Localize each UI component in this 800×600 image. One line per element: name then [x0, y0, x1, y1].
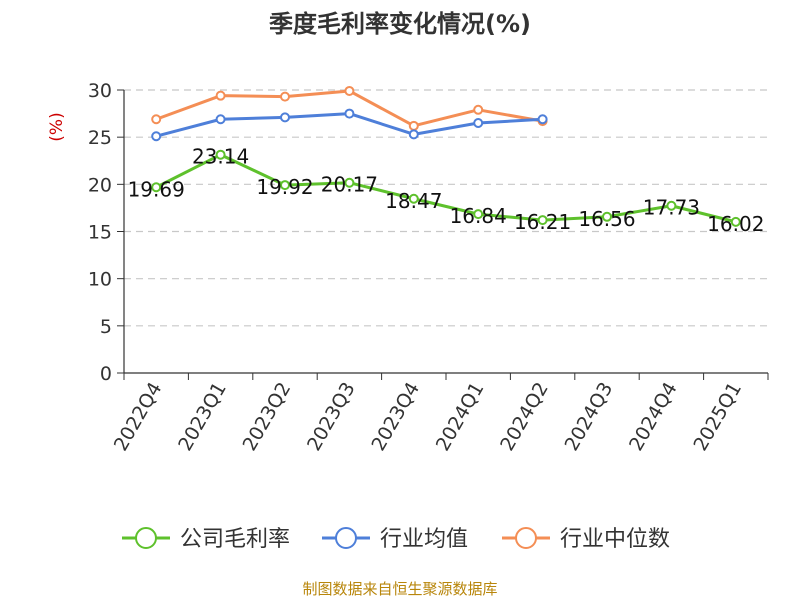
data-label: 16.21 [514, 210, 571, 234]
x-tick-label: 2023Q4 [367, 379, 424, 455]
data-point [408, 120, 419, 131]
data-point [344, 85, 355, 96]
x-tick-label: 2024Q3 [561, 379, 618, 455]
axes: 0 5 10 15 20 25 30 2022Q4 2023Q1 2023Q2 2023Q3 2023… [88, 80, 769, 455]
y-tick-label: 30 [88, 80, 112, 102]
y-axis-title: (%) [47, 112, 67, 141]
source-note: 制图数据来自恒生聚源数据库 [302, 580, 498, 598]
data-point [344, 108, 355, 119]
data-label: 19.92 [256, 175, 313, 199]
data-point [280, 112, 290, 123]
data-point [151, 131, 162, 142]
x-tick-label: 2023Q1 [174, 379, 231, 455]
data-point [215, 149, 226, 160]
data-label: 23.14 [192, 145, 249, 169]
data-point [408, 193, 419, 204]
legend-label: 公司毛利率 [180, 527, 290, 552]
x-tick-label: 2023Q3 [303, 379, 360, 455]
y-tick-label: 0 [100, 363, 112, 385]
legend-marker [515, 527, 537, 549]
series-lines [151, 85, 741, 227]
data-point [473, 118, 484, 129]
legend-label: 行业中位数 [560, 527, 670, 552]
y-tick-label: 10 [88, 269, 112, 291]
data-point [602, 211, 612, 222]
legend-marker [335, 527, 357, 549]
data-point [730, 216, 741, 227]
data-label: 16.84 [450, 204, 507, 228]
x-tick-label: 2024Q1 [432, 379, 489, 455]
data-point [344, 177, 355, 188]
data-point [280, 91, 290, 102]
data-point [215, 90, 226, 101]
data-label: 17.73 [643, 196, 700, 220]
x-tick-label: 2025Q1 [689, 379, 746, 455]
data-point [280, 180, 290, 191]
data-point [151, 182, 162, 193]
data-point [473, 209, 484, 220]
data-point [666, 200, 677, 211]
data-point [215, 114, 226, 125]
x-tick-label: 2024Q4 [625, 379, 682, 455]
legend-marker [135, 527, 157, 549]
data-label: 18.47 [385, 189, 442, 213]
data-point [151, 114, 162, 125]
legend-item[interactable]: 公司毛利率 [122, 527, 290, 552]
y-tick-label: 20 [88, 174, 112, 196]
x-tick-label: 2023Q2 [239, 379, 296, 455]
data-label: 16.02 [707, 212, 764, 236]
y-tick-label: 25 [88, 127, 112, 149]
x-tick-label: 2022Q4 [110, 379, 167, 455]
legend-item[interactable]: 行业中位数 [502, 527, 670, 552]
series-line [155, 153, 737, 224]
chart-title: 季度毛利率变化情况(%) [269, 10, 531, 38]
data-point [473, 104, 484, 115]
data-label: 20.17 [321, 173, 378, 197]
y-tick-label: 5 [100, 316, 112, 338]
data-point [408, 129, 419, 140]
legend-label: 行业均值 [380, 527, 468, 552]
data-point [537, 215, 548, 226]
data-label: 16.56 [578, 207, 635, 231]
y-tick-label: 15 [88, 222, 112, 244]
legend-item[interactable]: 行业均值 [322, 527, 468, 552]
data-labels: 19.69 23.14 19.92 20.17 18.47 16.84 16.21 16.56… [128, 145, 765, 236]
data-label: 19.69 [128, 177, 185, 201]
x-tick-label: 2024Q2 [496, 379, 553, 455]
data-point [537, 114, 548, 125]
legend[interactable]: 公司毛利率 行业均值 行业中位数 [122, 527, 670, 552]
